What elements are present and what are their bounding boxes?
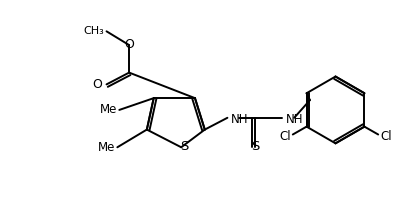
Text: NH: NH — [231, 113, 249, 126]
Text: Cl: Cl — [380, 130, 392, 143]
Text: CH₃: CH₃ — [84, 26, 104, 36]
Text: Me: Me — [98, 141, 115, 154]
Text: S: S — [180, 140, 188, 153]
Text: Me: Me — [100, 103, 117, 116]
Text: Cl: Cl — [279, 130, 291, 143]
Text: S: S — [251, 140, 259, 153]
Text: O: O — [93, 78, 102, 91]
Text: NH: NH — [286, 113, 304, 126]
Text: O: O — [124, 38, 134, 51]
